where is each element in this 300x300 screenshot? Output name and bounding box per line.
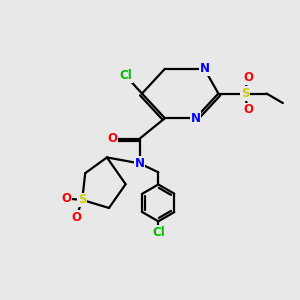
Text: Cl: Cl — [152, 226, 165, 239]
Text: O: O — [243, 103, 253, 116]
Text: Cl: Cl — [119, 69, 132, 82]
Text: N: N — [135, 157, 145, 170]
Text: S: S — [241, 87, 249, 100]
Text: S: S — [78, 194, 86, 206]
Text: O: O — [71, 211, 81, 224]
Text: O: O — [61, 192, 71, 205]
Text: O: O — [243, 71, 253, 84]
Text: N: N — [200, 62, 209, 75]
Text: N: N — [190, 112, 200, 125]
Text: O: O — [107, 132, 117, 145]
